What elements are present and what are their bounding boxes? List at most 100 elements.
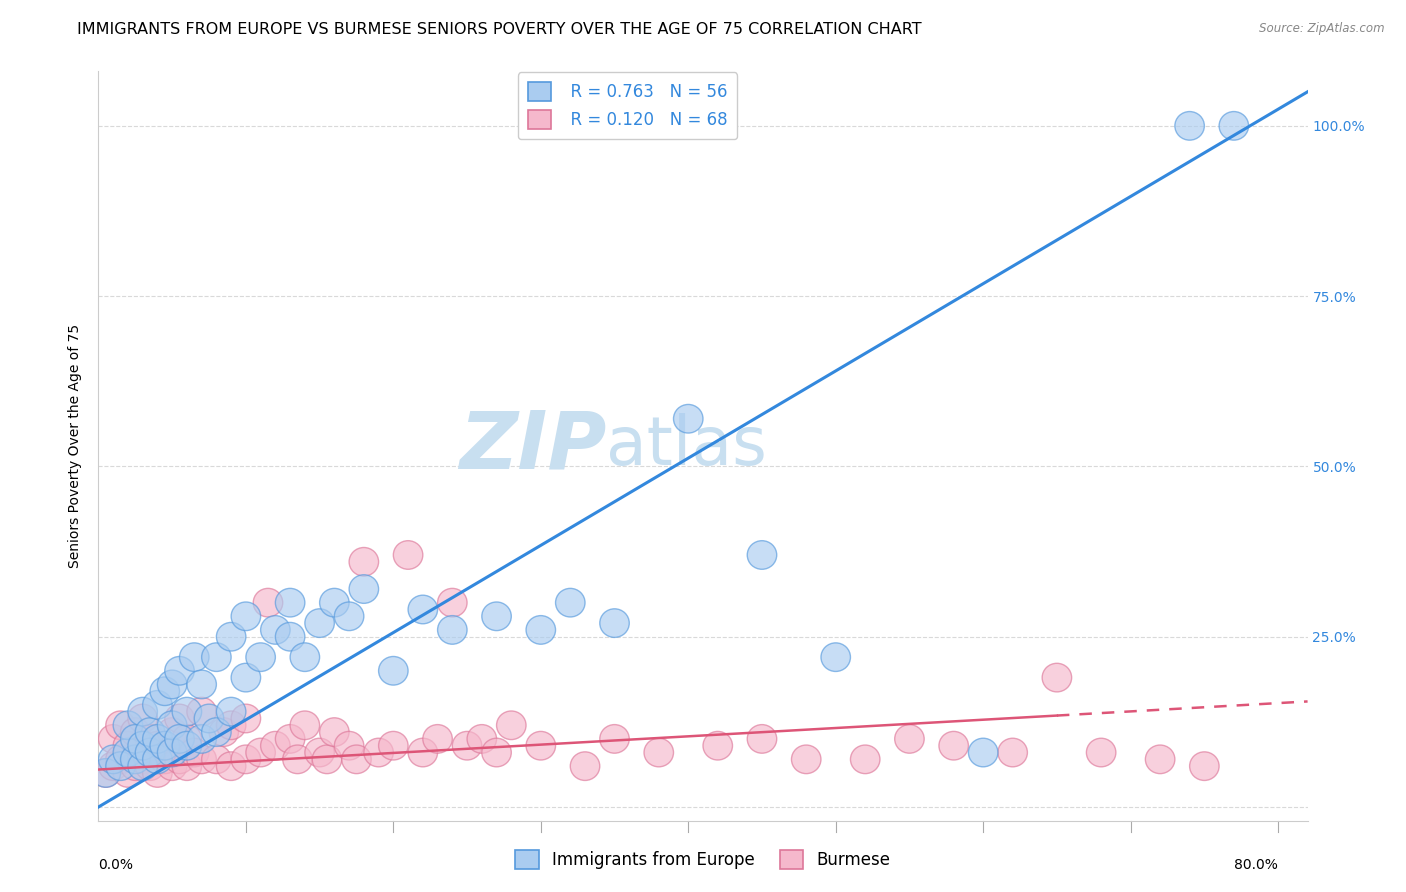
Ellipse shape (217, 752, 246, 780)
Ellipse shape (482, 739, 512, 767)
Ellipse shape (172, 752, 201, 780)
Ellipse shape (555, 589, 585, 617)
Y-axis label: Seniors Poverty Over the Age of 75: Seniors Poverty Over the Age of 75 (69, 324, 83, 568)
Ellipse shape (217, 623, 246, 651)
Ellipse shape (349, 548, 378, 576)
Ellipse shape (319, 718, 349, 747)
Ellipse shape (105, 745, 135, 773)
Ellipse shape (969, 739, 998, 767)
Text: atlas: atlas (606, 413, 768, 479)
Ellipse shape (1042, 664, 1071, 692)
Ellipse shape (673, 404, 703, 433)
Ellipse shape (91, 759, 121, 788)
Ellipse shape (150, 731, 180, 760)
Ellipse shape (105, 711, 135, 739)
Ellipse shape (408, 739, 437, 767)
Ellipse shape (165, 724, 194, 753)
Ellipse shape (165, 657, 194, 685)
Ellipse shape (157, 718, 187, 747)
Ellipse shape (128, 704, 157, 732)
Ellipse shape (157, 711, 187, 739)
Ellipse shape (290, 643, 319, 672)
Ellipse shape (378, 731, 408, 760)
Ellipse shape (305, 739, 335, 767)
Ellipse shape (209, 718, 239, 747)
Ellipse shape (1087, 739, 1116, 767)
Ellipse shape (276, 623, 305, 651)
Ellipse shape (121, 745, 150, 773)
Legend: Immigrants from Europe, Burmese: Immigrants from Europe, Burmese (509, 844, 897, 876)
Text: 80.0%: 80.0% (1234, 858, 1278, 872)
Ellipse shape (335, 602, 364, 631)
Ellipse shape (260, 615, 290, 644)
Ellipse shape (276, 589, 305, 617)
Ellipse shape (253, 589, 283, 617)
Ellipse shape (142, 745, 172, 773)
Ellipse shape (437, 615, 467, 644)
Ellipse shape (142, 690, 172, 719)
Ellipse shape (201, 643, 231, 672)
Ellipse shape (1219, 112, 1249, 140)
Ellipse shape (201, 718, 231, 747)
Ellipse shape (98, 752, 128, 780)
Ellipse shape (135, 724, 165, 753)
Ellipse shape (703, 731, 733, 760)
Ellipse shape (231, 664, 260, 692)
Ellipse shape (112, 739, 142, 767)
Ellipse shape (112, 731, 142, 760)
Ellipse shape (1189, 752, 1219, 780)
Ellipse shape (851, 745, 880, 773)
Ellipse shape (526, 731, 555, 760)
Ellipse shape (939, 731, 969, 760)
Ellipse shape (467, 724, 496, 753)
Ellipse shape (482, 602, 512, 631)
Ellipse shape (644, 739, 673, 767)
Ellipse shape (821, 643, 851, 672)
Ellipse shape (142, 759, 172, 788)
Ellipse shape (364, 739, 394, 767)
Ellipse shape (260, 731, 290, 760)
Ellipse shape (121, 718, 150, 747)
Ellipse shape (172, 698, 201, 726)
Ellipse shape (142, 724, 172, 753)
Ellipse shape (453, 731, 482, 760)
Ellipse shape (423, 724, 453, 753)
Ellipse shape (98, 724, 128, 753)
Ellipse shape (408, 595, 437, 624)
Ellipse shape (135, 752, 165, 780)
Ellipse shape (172, 731, 201, 760)
Ellipse shape (180, 643, 209, 672)
Text: Source: ZipAtlas.com: Source: ZipAtlas.com (1260, 22, 1385, 36)
Ellipse shape (187, 698, 217, 726)
Ellipse shape (600, 724, 630, 753)
Ellipse shape (792, 745, 821, 773)
Ellipse shape (187, 745, 217, 773)
Ellipse shape (349, 574, 378, 603)
Ellipse shape (894, 724, 924, 753)
Ellipse shape (319, 589, 349, 617)
Ellipse shape (142, 731, 172, 760)
Ellipse shape (394, 541, 423, 569)
Ellipse shape (128, 745, 157, 773)
Ellipse shape (105, 752, 135, 780)
Ellipse shape (312, 745, 342, 773)
Ellipse shape (496, 711, 526, 739)
Ellipse shape (128, 698, 157, 726)
Ellipse shape (150, 677, 180, 706)
Ellipse shape (342, 745, 371, 773)
Ellipse shape (180, 739, 209, 767)
Text: 0.0%: 0.0% (98, 858, 134, 872)
Ellipse shape (276, 724, 305, 753)
Ellipse shape (217, 698, 246, 726)
Ellipse shape (128, 752, 157, 780)
Ellipse shape (165, 704, 194, 732)
Ellipse shape (600, 609, 630, 638)
Ellipse shape (112, 711, 142, 739)
Text: ZIP: ZIP (458, 407, 606, 485)
Ellipse shape (747, 541, 776, 569)
Ellipse shape (747, 724, 776, 753)
Ellipse shape (246, 643, 276, 672)
Ellipse shape (231, 704, 260, 732)
Ellipse shape (378, 657, 408, 685)
Ellipse shape (1146, 745, 1175, 773)
